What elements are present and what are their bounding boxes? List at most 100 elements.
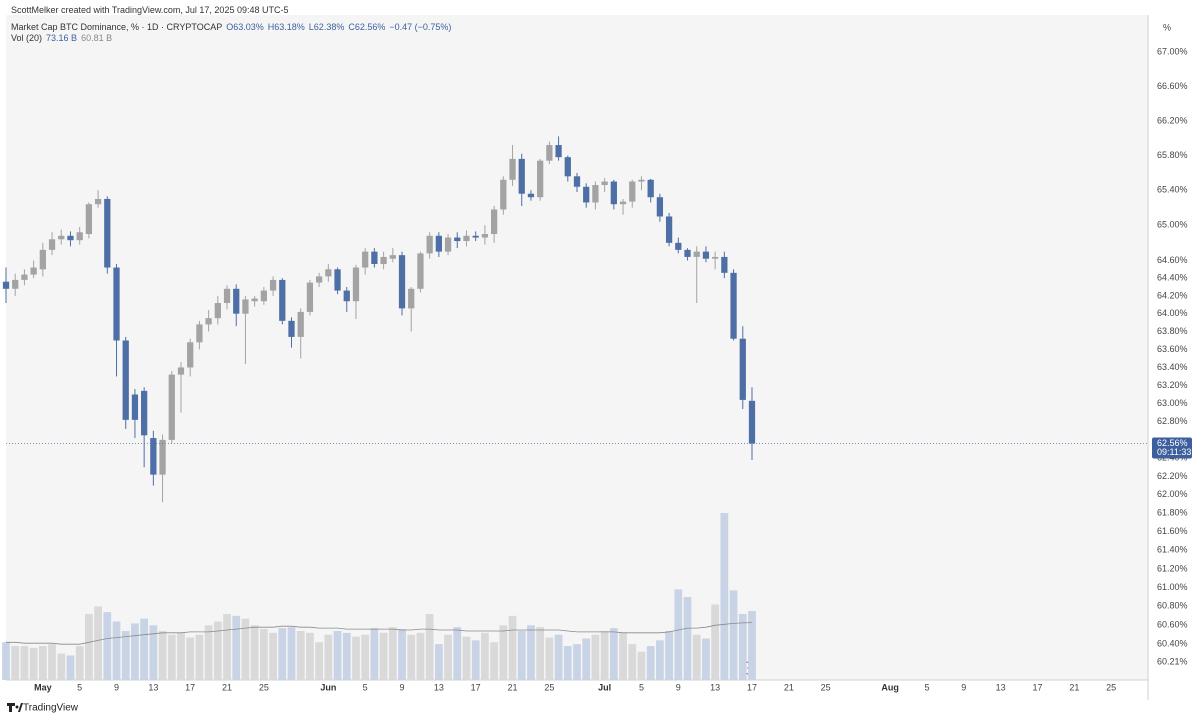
y-tick-label: 61.20% (1157, 563, 1188, 573)
volume-bar (167, 634, 176, 680)
volume-bar (38, 646, 47, 680)
volume-bar (711, 604, 720, 680)
volume-bar (29, 647, 38, 680)
y-tick-label: 63.60% (1157, 344, 1188, 354)
volume-bar (112, 621, 121, 680)
volume-bar (481, 632, 489, 680)
x-tick-label: 25 (821, 682, 831, 692)
volume-bar (656, 640, 664, 680)
x-tick-label: 25 (1106, 682, 1116, 692)
volume-bar (665, 630, 673, 680)
volume-bar (471, 640, 480, 680)
volume-bar (204, 625, 213, 680)
candle-body (435, 235, 442, 252)
candle-body (573, 176, 581, 187)
volume-bar (646, 646, 655, 680)
volume-bar (241, 618, 250, 680)
volume-bar (11, 646, 20, 680)
volume-bar (462, 636, 471, 680)
volume-bar (232, 615, 241, 680)
candle-body (131, 394, 139, 420)
candle-body (315, 276, 323, 283)
volume-bar (324, 634, 333, 680)
last-price-badge (1152, 437, 1192, 459)
candle-body (490, 209, 498, 235)
volume-bar (554, 634, 563, 680)
volume-bar (66, 655, 75, 680)
price-axis-unit[interactable]: % (1163, 22, 1171, 32)
x-tick-label: 5 (363, 682, 368, 692)
volume-bar (453, 627, 462, 680)
volume-bar (398, 629, 406, 680)
x-tick-label: 13 (148, 682, 158, 692)
volume-bar (260, 629, 268, 680)
candle-body (334, 269, 341, 291)
y-tick-label: 60.60% (1157, 620, 1188, 630)
volume-bar (186, 637, 195, 680)
x-tick-label: 25 (544, 682, 554, 692)
y-tick-label: 62.80% (1157, 416, 1188, 426)
volume-bar (379, 632, 388, 680)
candle-body (463, 235, 470, 242)
y-tick-label: 67.00% (1157, 47, 1188, 57)
y-tick-label: 61.80% (1157, 508, 1188, 518)
candle-body (177, 367, 185, 375)
candle-body (675, 242, 682, 250)
x-tick-label: 13 (434, 682, 444, 692)
y-tick-label: 61.00% (1157, 582, 1188, 592)
volume-bar (407, 634, 416, 680)
volume-bar (545, 637, 554, 680)
legend-row: Market Cap BTC Dominance, % · 1D · CRYPT… (11, 22, 451, 32)
candle-body (223, 288, 231, 304)
x-tick-label: 9 (114, 682, 119, 692)
brand-logo (7, 703, 23, 712)
volume-bar (269, 632, 277, 680)
volume-bar (444, 634, 452, 680)
candle-body (30, 267, 37, 275)
y-tick-label: 60.21% (1157, 656, 1188, 666)
y-tick-label: 61.40% (1157, 545, 1188, 555)
volume-bar (702, 638, 710, 680)
candle-body (150, 438, 157, 475)
candle-body (12, 279, 19, 289)
y-tick-label: 64.20% (1157, 290, 1188, 300)
volume-bar (213, 621, 222, 680)
candle-body (748, 400, 756, 444)
candle-body (592, 185, 599, 203)
candle-body (325, 269, 332, 277)
y-tick-label: 66.20% (1157, 115, 1188, 125)
x-tick-label: 13 (996, 682, 1006, 692)
candle-body (564, 157, 571, 177)
symbol-title[interactable]: Market Cap BTC Dominance, % · 1D · CRYPT… (11, 22, 223, 32)
y-tick-label: 63.00% (1157, 398, 1188, 408)
volume-bar (315, 642, 323, 680)
volume-bar (490, 642, 498, 680)
candle-body (251, 298, 258, 302)
candle-body (233, 288, 240, 314)
plot-background (6, 15, 1148, 680)
candle-body (21, 274, 28, 280)
candle-body (297, 311, 304, 337)
volume-bar (628, 644, 637, 680)
candle-body (583, 186, 590, 203)
volume-value: 73.16 B (46, 33, 78, 43)
candle-body (619, 201, 627, 205)
x-tick-label: Jul (598, 682, 611, 692)
candle-body (730, 272, 737, 339)
x-tick-label: 17 (185, 682, 195, 692)
legend-open: O63.03% (226, 22, 264, 32)
volume-bar (278, 628, 287, 680)
x-tick-label: 5 (924, 682, 929, 692)
x-tick-label: 9 (400, 682, 405, 692)
candle-body (444, 237, 452, 252)
volume-name[interactable]: Vol (20) (11, 33, 43, 43)
volume-bar (361, 634, 370, 680)
candle-body (665, 216, 673, 243)
candle-body (269, 279, 277, 291)
x-tick-label: 25 (259, 682, 269, 692)
candle-body (684, 249, 691, 257)
credit: ScottMelker created with TradingView.com… (11, 5, 289, 15)
volume-bar (517, 630, 526, 680)
volume-bar (527, 625, 535, 680)
